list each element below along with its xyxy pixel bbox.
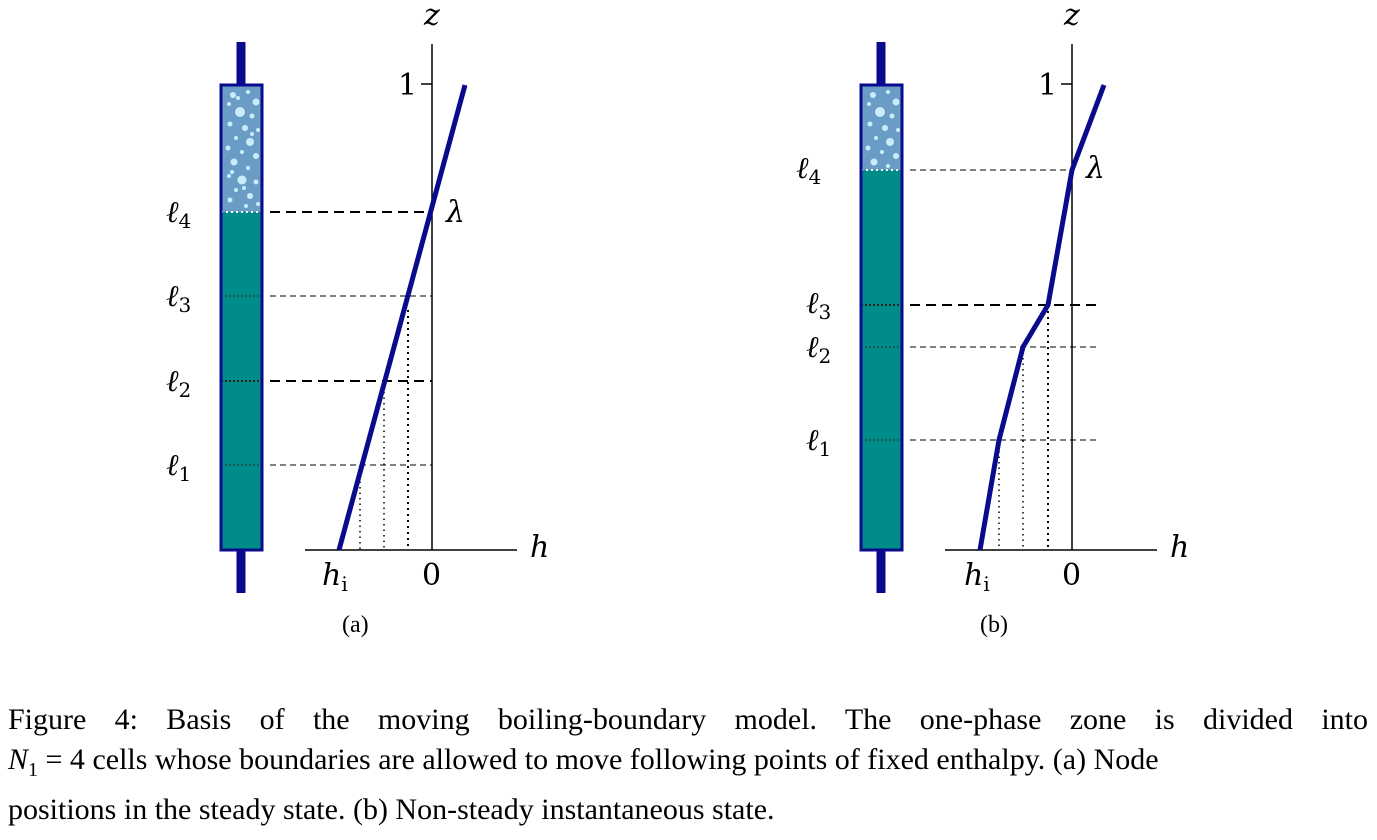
bubble — [225, 145, 231, 151]
bubble — [230, 92, 236, 98]
bubble — [235, 107, 245, 117]
bubble — [236, 96, 240, 100]
tube-a — [219, 42, 264, 593]
bubble — [867, 102, 871, 106]
enthalpy-profile — [977, 84, 1107, 551]
bubble — [237, 175, 247, 185]
tube-outline — [859, 83, 904, 552]
bubble — [242, 125, 248, 131]
bubble — [867, 121, 873, 127]
panel-a: z h 1 0 hi λ ℓ4 ℓ3 ℓ2 ℓ1 (a) — [166, 0, 549, 638]
tick-label-one: 1 — [1038, 68, 1057, 103]
bubble — [247, 193, 253, 199]
bubble — [886, 138, 894, 146]
bubble — [244, 204, 248, 208]
axis-label-h: h — [530, 530, 549, 565]
label-h-i: hi — [322, 558, 348, 596]
figure-diagram: z h 1 0 hi λ ℓ4 ℓ3 ℓ2 ℓ1 (a) — [166, 0, 1189, 638]
bubble — [249, 113, 255, 119]
label-lambda: λ — [445, 195, 465, 230]
label-l3: ℓ3 — [166, 279, 191, 317]
bubble — [246, 90, 250, 94]
panel-label-b: (b) — [980, 612, 1008, 638]
tube-b — [859, 42, 904, 593]
axis-label-z: z — [1063, 0, 1080, 33]
bubble — [893, 153, 899, 159]
bubble — [886, 90, 890, 94]
bubble — [234, 136, 238, 140]
bubble — [253, 179, 259, 185]
caption-var-n: N — [8, 743, 29, 776]
label-l1: ℓ1 — [166, 448, 191, 486]
caption-eq: = 4 — [38, 743, 85, 776]
bubbles — [865, 90, 900, 168]
bubble — [246, 138, 254, 146]
label-l2: ℓ2 — [806, 330, 831, 368]
bubble — [246, 166, 250, 170]
label-h-i: hi — [964, 558, 990, 596]
bubble — [882, 125, 888, 131]
bubble — [242, 186, 246, 190]
tube-outline — [219, 83, 264, 552]
caption-line-3: positions in the steady state. (b) Non-s… — [8, 793, 775, 826]
bubble — [870, 158, 878, 166]
panel-label-a: (a) — [342, 612, 369, 638]
axis-label-h: h — [1170, 530, 1189, 565]
bubble — [886, 164, 890, 168]
bubble — [227, 197, 233, 203]
caption-line-2-rest: cells whose boundaries are allowed to mo… — [84, 743, 1159, 776]
bubble — [227, 102, 231, 106]
tick-label-zero: 0 — [422, 558, 441, 593]
enthalpy-profile — [336, 84, 468, 551]
bubble — [234, 188, 238, 192]
bubble — [870, 92, 876, 98]
bubble — [875, 107, 885, 117]
tick-label-zero: 0 — [1062, 558, 1081, 593]
bubbles — [225, 90, 260, 208]
bubble — [889, 113, 895, 119]
bubble — [253, 153, 259, 159]
panel-b: z h 1 0 hi λ ℓ4 ℓ3 ℓ2 ℓ1 (b) — [796, 0, 1189, 638]
tick-label-one: 1 — [398, 68, 417, 103]
axis-label-z: z — [423, 0, 440, 33]
bubble — [896, 128, 900, 132]
caption-line-2: N1 = 4 cells whose boundaries are allowe… — [8, 740, 1368, 790]
bubble — [230, 158, 238, 166]
bubble — [250, 132, 254, 136]
bubble — [240, 150, 244, 154]
bubble — [227, 174, 231, 178]
caption-line-1: Figure 4: Basis of the moving boiling-bo… — [8, 703, 1368, 736]
bubble — [880, 150, 884, 154]
liquid-zone — [861, 170, 902, 550]
label-lambda: λ — [1085, 151, 1105, 186]
caption-var-sub: 1 — [28, 759, 39, 781]
label-l2: ℓ2 — [166, 364, 191, 402]
bubble — [227, 121, 233, 127]
label-l4: ℓ4 — [796, 151, 821, 189]
bubble — [230, 170, 234, 174]
bubble — [865, 145, 871, 151]
label-l1: ℓ1 — [806, 423, 831, 461]
bubble — [874, 136, 878, 140]
bubble — [256, 202, 260, 206]
label-l4: ℓ4 — [166, 195, 191, 233]
label-l3: ℓ3 — [806, 286, 831, 324]
figure-caption: Figure 4: Basis of the moving boiling-bo… — [8, 700, 1368, 830]
bubble — [252, 98, 260, 106]
bubble — [892, 98, 900, 106]
bubble — [256, 128, 260, 132]
